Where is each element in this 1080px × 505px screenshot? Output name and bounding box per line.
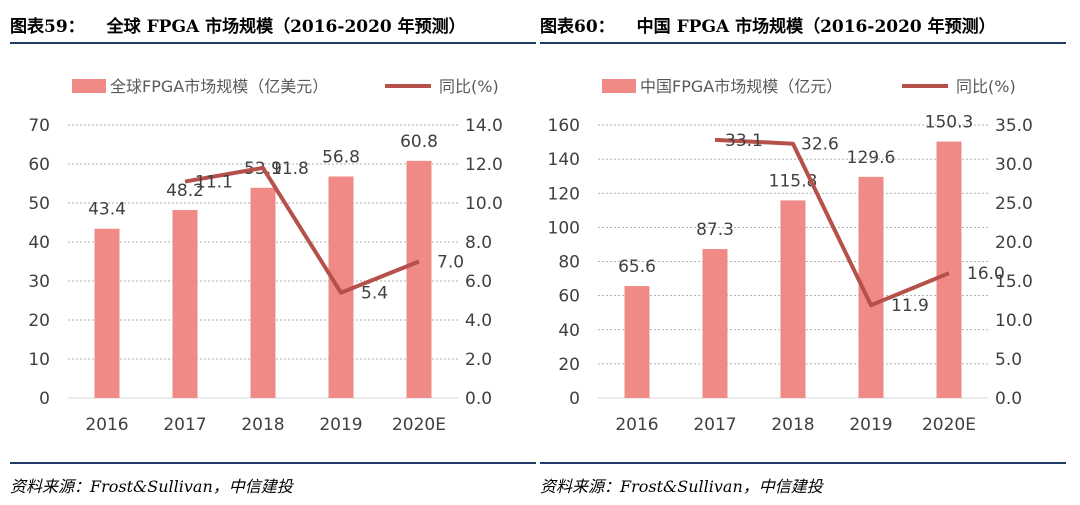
x-tick-label: 2016	[615, 415, 658, 435]
bar-data-label: 56.8	[322, 147, 360, 167]
x-tick-label: 2016	[85, 415, 128, 435]
bar	[250, 187, 276, 398]
y-tick-left: 60	[558, 287, 580, 307]
line-data-label: 32.6	[801, 135, 839, 155]
line-data-label: 33.1	[725, 131, 763, 151]
y-tick-left: 10	[28, 350, 50, 370]
line-data-label: 5.4	[361, 284, 388, 304]
bar-data-label: 43.4	[88, 200, 126, 220]
bar	[406, 160, 432, 398]
bar	[172, 210, 198, 398]
y-tick-left: 80	[558, 253, 580, 273]
x-tick-label: 2018	[771, 415, 814, 435]
bar-data-label: 65.6	[618, 257, 656, 277]
y-tick-left: 70	[28, 116, 50, 136]
y-tick-right: 20.0	[995, 233, 1033, 253]
legend-label-line: 同比(%)	[956, 77, 1016, 96]
y-tick-right: 30.0	[995, 155, 1033, 175]
source-note: 资料来源：Frost&Sullivan，中信建投	[540, 477, 823, 496]
x-tick-label: 2017	[693, 415, 736, 435]
bar-data-label: 60.8	[400, 132, 438, 152]
bar-data-label: 115.8	[769, 171, 818, 191]
figure-number: 图表60：	[540, 17, 615, 37]
y-tick-right: 14.0	[465, 116, 503, 136]
y-tick-left: 140	[548, 150, 580, 170]
x-tick-label: 2017	[163, 415, 206, 435]
y-tick-right: 0.0	[465, 389, 492, 409]
line-data-label: 11.8	[271, 159, 309, 179]
title-rule	[540, 42, 1066, 44]
y-tick-left: 50	[28, 194, 50, 214]
y-tick-left: 0	[569, 389, 580, 409]
y-tick-right: 6.0	[465, 272, 492, 292]
title-rule	[10, 42, 536, 44]
x-tick-label: 2018	[241, 415, 284, 435]
chart-panel-china: 图表60： 中国 FPGA 市场规模（2016-2020 年预测） 中国FPGA市…	[540, 0, 1068, 505]
line-data-label: 7.0	[437, 253, 464, 273]
y-tick-left: 120	[548, 184, 580, 204]
x-tick-label: 2019	[849, 415, 892, 435]
bar-data-label: 87.3	[696, 220, 734, 240]
y-tick-left: 40	[558, 321, 580, 341]
y-tick-right: 15.0	[995, 272, 1033, 292]
y-tick-left: 160	[548, 116, 580, 136]
bar-data-label: 150.3	[925, 113, 974, 133]
legend-swatch-bar	[602, 79, 636, 93]
y-tick-left: 20	[558, 355, 580, 375]
bar-data-label: 48.2	[166, 181, 204, 201]
y-tick-right: 12.0	[465, 155, 503, 175]
figure-title: 图表59： 全球 FPGA 市场规模（2016-2020 年预测）	[10, 12, 466, 37]
y-tick-left: 30	[28, 272, 50, 292]
legend-label-line: 同比(%)	[439, 77, 499, 96]
source-rule	[540, 462, 1066, 464]
bar	[702, 249, 728, 398]
y-tick-right: 0.0	[995, 389, 1022, 409]
bar	[624, 286, 650, 398]
bar	[780, 200, 806, 398]
chart-panel-global: 图表59： 全球 FPGA 市场规模（2016-2020 年预测） 全球FPGA市…	[10, 0, 538, 505]
x-tick-label: 2020E	[922, 415, 976, 435]
figure-title-text: 中国 FPGA 市场规模（2016-2020 年预测）	[636, 17, 996, 37]
figure-title-text: 全球 FPGA 市场规模（2016-2020 年预测）	[106, 17, 466, 37]
bar	[94, 228, 120, 398]
y-tick-right: 5.0	[995, 350, 1022, 370]
y-tick-right: 2.0	[465, 350, 492, 370]
bar-data-label: 129.6	[847, 148, 896, 168]
global-fpga-chart: 全球FPGA市场规模（亿美元） 同比(%) 0 10 20 30 40 50 60 70 0.0 2.…	[28, 77, 503, 435]
line-data-label: 16.0	[967, 264, 1005, 284]
y-tick-left: 60	[28, 155, 50, 175]
source-rule	[10, 462, 536, 464]
line-data-label: 11.9	[891, 296, 929, 316]
y-tick-right: 10.0	[465, 194, 503, 214]
y-tick-right: 10.0	[995, 311, 1033, 331]
y-tick-right: 25.0	[995, 194, 1033, 214]
x-tick-label: 2019	[319, 415, 362, 435]
legend-label-bar: 全球FPGA市场规模（亿美元）	[110, 77, 328, 96]
series-line	[714, 137, 950, 308]
bar	[936, 141, 962, 398]
y-tick-left: 20	[28, 311, 50, 331]
figure-title: 图表60： 中国 FPGA 市场规模（2016-2020 年预测）	[540, 12, 996, 37]
y-tick-right: 8.0	[465, 233, 492, 253]
legend-label-bar: 中国FPGA市场规模（亿元）	[640, 77, 842, 96]
source-note: 资料来源：Frost&Sullivan，中信建投	[10, 477, 293, 496]
x-tick-label: 2020E	[392, 415, 446, 435]
y-tick-right: 4.0	[465, 311, 492, 331]
series-line	[184, 165, 420, 295]
line-data-label: 11.1	[195, 173, 233, 193]
figure-number: 图表59：	[10, 17, 85, 37]
china-fpga-chart: 中国FPGA市场规模（亿元） 同比(%) 0 20 40 60 80 100 120 140 160…	[548, 77, 1033, 435]
legend-swatch-bar	[72, 79, 106, 93]
y-tick-left: 0	[39, 389, 50, 409]
y-tick-left: 100	[548, 218, 580, 238]
y-tick-left: 40	[28, 233, 50, 253]
y-tick-right: 35.0	[995, 116, 1033, 136]
